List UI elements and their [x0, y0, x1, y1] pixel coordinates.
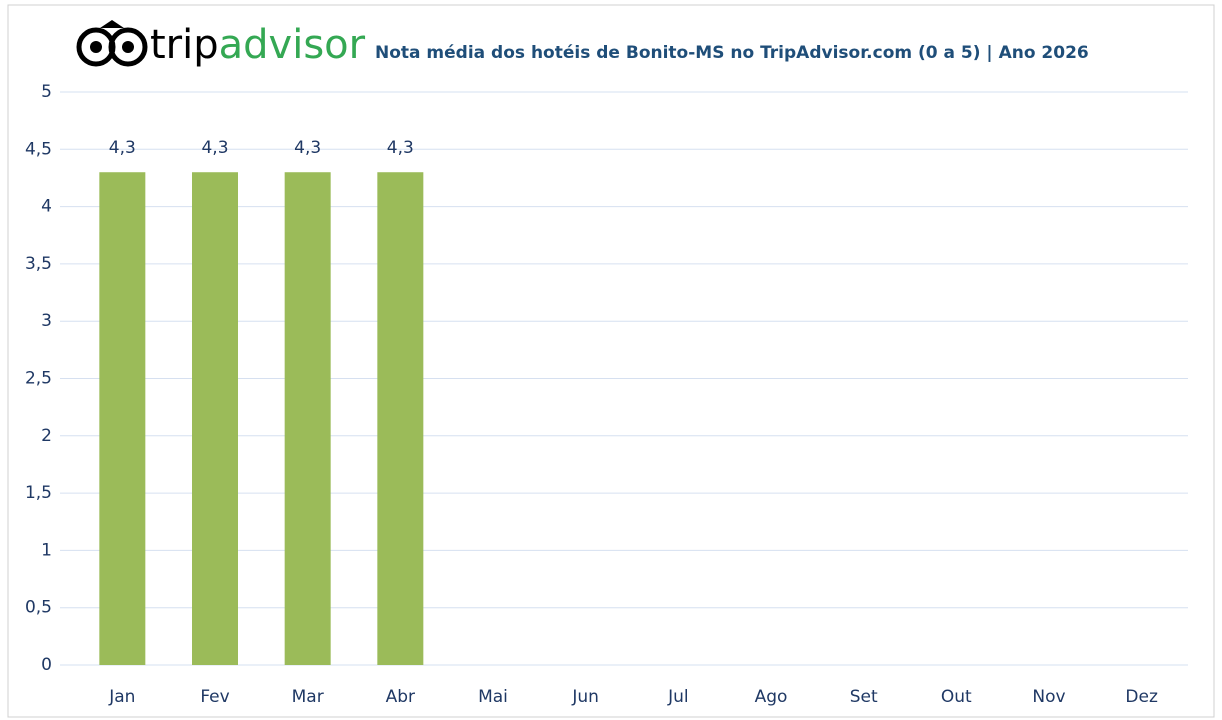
x-tick-label: Jul [667, 687, 689, 707]
y-tick-label: 5 [41, 82, 52, 102]
x-tick-label: Mai [478, 687, 508, 707]
y-tick-label: 1,5 [25, 483, 52, 503]
x-tick-label: Ago [755, 687, 788, 707]
x-tick-label: Dez [1125, 687, 1158, 707]
bar [284, 172, 331, 665]
y-tick-label: 2,5 [25, 369, 52, 389]
y-tick-label: 3 [41, 311, 52, 331]
logo-text: tripadvisor [150, 22, 366, 68]
data-label: 4,3 [294, 138, 321, 158]
data-label: 4,3 [387, 138, 414, 158]
logo-advisor: advisor [219, 22, 366, 68]
y-tick-label: 1 [41, 540, 52, 560]
x-tick-label: Mar [292, 687, 324, 707]
x-tick-label: Jan [108, 687, 135, 707]
logo-trip: trip [150, 22, 219, 68]
data-label: 4,3 [109, 138, 136, 158]
y-tick-label: 4,5 [25, 139, 52, 159]
y-tick-label: 2 [41, 426, 52, 446]
data-label: 4,3 [201, 138, 228, 158]
x-tick-label: Set [850, 687, 878, 707]
x-tick-label: Jun [571, 687, 599, 707]
y-tick-label: 0 [41, 655, 52, 675]
y-tick-label: 4 [41, 197, 52, 217]
x-tick-label: Abr [386, 687, 415, 707]
y-tick-label: 0,5 [25, 598, 52, 618]
bar [99, 172, 146, 665]
chart-border [7, 4, 1215, 718]
bar [192, 172, 238, 665]
bar [377, 172, 424, 665]
x-tick-label: Fev [200, 687, 229, 707]
logo-icon [76, 20, 148, 67]
x-tick-label: Out [941, 687, 972, 707]
x-tick-label: Nov [1032, 687, 1065, 707]
chart-title: Nota média dos hotéis de Bonito-MS no Tr… [375, 43, 1089, 63]
y-tick-label: 3,5 [25, 254, 52, 274]
